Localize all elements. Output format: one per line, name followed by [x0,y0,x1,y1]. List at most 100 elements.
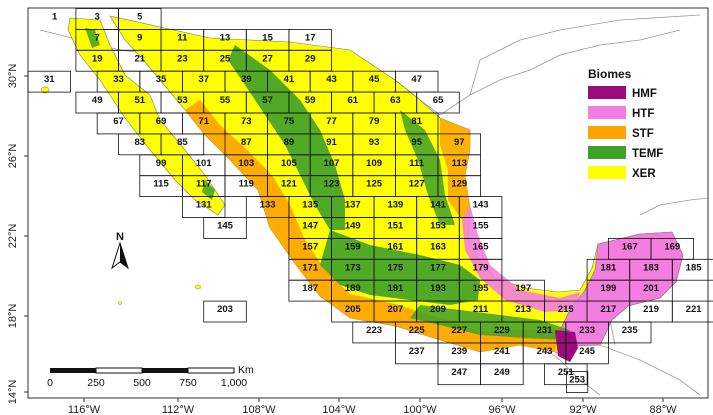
grid-cell: 185 [671,258,713,281]
baja-temf [85,28,215,200]
grid-cell-label: 247 [451,367,467,378]
grid-cell-label: 95 [411,137,422,148]
grid-cell-label: 179 [473,262,489,273]
legend-swatch [588,146,626,159]
grid-cell-label: 137 [345,200,361,211]
grid-cell-label: 11 [177,32,188,43]
grid-cell-label: 211 [473,304,489,315]
grid-cell-label: 59 [305,95,316,106]
grid-cell-label: 15 [262,32,273,43]
grid-cell-label: 201 [643,283,660,294]
north-arrow: N [111,231,129,270]
grid-cell: 203 [203,300,247,323]
legend-label: HMF [632,88,657,100]
grid-cell-label: 227 [451,325,467,336]
grid-cell-label: 17 [305,32,316,43]
scale-label: 0 [47,377,53,389]
grid-cell-label: 81 [411,116,422,127]
grid-cell-label: 219 [643,304,659,315]
grid-cell-label: 159 [345,241,361,252]
grid-cell: 253 [566,371,589,393]
scale-label: 1,000 [221,377,247,389]
grid-cell-label: 47 [411,74,422,85]
grid-cell-label: 235 [622,325,639,336]
lon-tick-label: 88°W [649,404,677,415]
grid-cell-label: 87 [241,137,252,148]
grid-cell-label: 1 [52,12,58,23]
lat-tick-label: 26°N [7,144,19,169]
grid-cell-label: 101 [196,158,213,169]
grid-cell-label: 29 [305,53,316,64]
grid-cell-label: 209 [430,304,446,315]
grid-cell-label: 157 [302,241,318,252]
grid-cell-label: 71 [198,116,209,127]
grid-cell-label: 223 [366,325,382,336]
grid-cell-label: 167 [622,241,638,252]
grid-cell: 221 [671,300,713,323]
lon-tick-label: 116°W [68,404,101,415]
lat-tick-label: 18°N [7,304,19,329]
transvolcanic-temf [320,230,480,305]
grid-cell-label: 23 [177,53,188,64]
grid-cell: 235 [608,321,652,344]
grid-cell-label: 33 [113,74,124,85]
legend-item: XER [588,166,656,180]
grid-cell-label: 143 [473,200,489,211]
grid-cell-label: 97 [454,137,465,148]
grid-cell-label: 41 [284,74,295,85]
grid-cell-label: 9 [137,32,142,43]
grid-cell-label: 113 [452,158,467,169]
grid-cell: 145 [203,217,247,239]
grid-cell-label: 89 [284,137,295,148]
grid-cell-label: 199 [600,283,616,294]
legend-item: HMF [588,86,657,100]
lat-tick-label: 14°N [7,380,19,405]
grid-cell-label: 49 [92,95,103,106]
grid-cell-label: 61 [348,95,359,106]
grid-cell-label: 239 [451,346,467,357]
axes: 116°W 112°W 108°W 104°W 100°W 96°W 92°W 88°W 30°… [7,64,677,415]
gulf-htf [462,205,580,312]
grid-cell-label: 129 [451,179,467,190]
grid-cell-label: 233 [579,325,595,336]
islands [40,86,202,305]
grid-cell-label: 189 [345,283,361,294]
grid-cell-label: 187 [302,283,318,294]
grid-cell-label: 83 [135,137,146,148]
legend-title: Biomes [588,67,632,81]
grid-cell-label: 53 [177,95,188,106]
grid-cell-label: 177 [430,262,446,273]
grid-cell-label: 21 [135,53,146,64]
grid-cell-label: 145 [217,221,234,232]
grid-cell-label: 173 [345,262,361,273]
grid-cell-label: 197 [515,283,531,294]
gulf-stf [440,118,470,220]
scale-label: 250 [87,377,105,389]
grid-cell-label: 193 [430,283,446,294]
legend-item: STF [588,126,654,140]
legend-swatch [588,106,626,119]
grid-cell-label: 37 [198,74,209,85]
grid-cell-label: 57 [262,95,273,106]
legend-label: HTF [632,108,654,120]
grid-cell-label: 99 [156,158,167,169]
lat-tick-label: 22°N [7,224,19,249]
grid-cell-label: 249 [494,367,510,378]
grid-cell-label: 55 [220,95,231,106]
grid-cell-label: 221 [686,304,703,315]
grid-cell-label: 25 [220,53,231,64]
grid-cell-label: 191 [387,283,404,294]
grid-cell-label: 31 [44,74,55,85]
grid-cell-label: 91 [326,137,337,148]
grid-cell-label: 35 [156,74,167,85]
grid-cell-label: 163 [430,241,446,252]
legend-label: STF [632,128,654,140]
grid-cell-label: 215 [558,304,575,315]
north-label: N [116,231,124,243]
grid-cell-label: 183 [643,262,659,273]
lat-tick-label: 30°N [7,64,19,89]
grid-cell-label: 139 [387,200,403,211]
grid-cell-label: 185 [686,262,703,273]
scale-label: 500 [133,377,151,389]
